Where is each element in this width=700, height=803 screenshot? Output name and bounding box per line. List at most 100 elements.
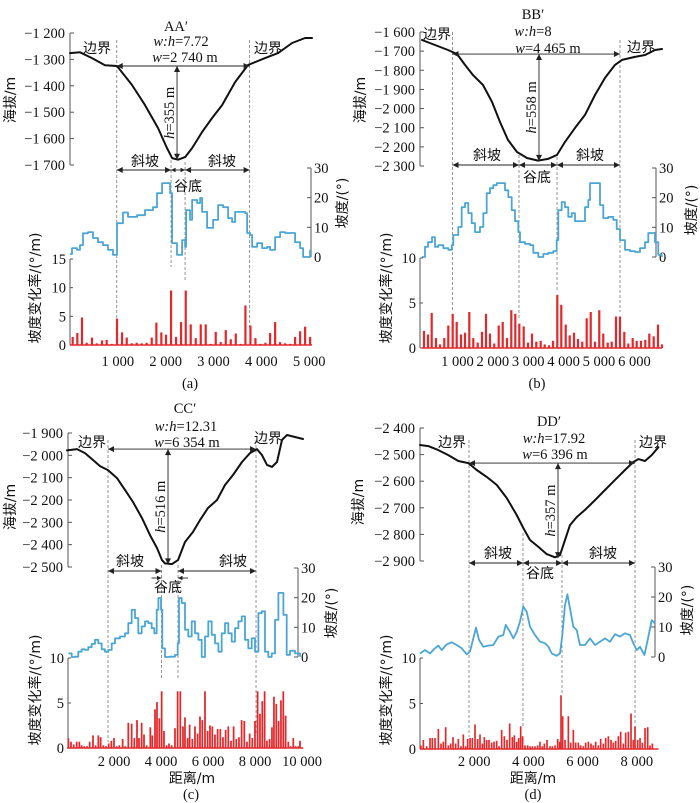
width-value: =4 465 m (525, 41, 581, 57)
distance-tick-label: 5 000 (293, 354, 326, 370)
width-value: =6 396 m (532, 447, 588, 463)
slope-change-bar (457, 738, 460, 749)
slope-change-bar (543, 344, 546, 348)
slope-axis: 0 10 20 30 坡度/(°) (651, 560, 696, 666)
slope-change-bar (585, 318, 588, 348)
elevation-tick-label: −2 300 (22, 515, 63, 531)
slope-tick-label: 20 (659, 191, 674, 207)
slope-change-bar (263, 691, 266, 748)
slope-change-bar (541, 746, 544, 749)
slope-change-bar (199, 716, 201, 748)
slope-change-bar (639, 738, 641, 749)
height-value: =355 m (162, 86, 178, 132)
slope-change-rate-axis: 0 5 10 坡度变化率/(°/m) (27, 635, 71, 757)
slope-change-bar (452, 737, 454, 749)
slope-change-bar (431, 738, 434, 749)
slope-change-bar (598, 310, 601, 348)
slope-change-bar (460, 746, 462, 749)
slope-change-bar (127, 722, 130, 748)
elevation-tick-label: −2 900 (374, 554, 415, 570)
slope-axis: 0 10 20 30 坡度/(°) (652, 161, 700, 266)
slope-change-bar (254, 721, 256, 748)
slope-change-bar (156, 702, 158, 748)
slope-change-bar (227, 726, 230, 748)
height-value: =516 m (153, 480, 169, 526)
right-boundary-label: 边界 (627, 40, 655, 56)
slope-change-bar (438, 344, 442, 348)
right-slope-label: 斜坡 (589, 546, 617, 562)
slope-change-bar (639, 340, 643, 348)
slope-change-bar (543, 743, 546, 749)
slope-change-bar (636, 739, 639, 749)
height-value: =357 m (543, 484, 559, 530)
slope-change-bar (294, 746, 297, 748)
slope-change-bar (94, 745, 97, 748)
profile-title: AA′ (164, 19, 188, 35)
slope-change-bar (426, 334, 430, 348)
slope-change-bar (279, 342, 282, 345)
slope-change-bar (289, 343, 292, 345)
slope-change-bar (547, 345, 551, 348)
width-variable: w (515, 41, 525, 57)
slope-change-bar (155, 322, 158, 345)
slope-change-bar (493, 343, 496, 348)
slope-change-bar (449, 743, 452, 749)
panel-d: −2 400 −2 500 −2 600 −2 700 −2 800 −2 900 海拔/m… (351, 414, 696, 803)
slope-change-bar (546, 739, 548, 749)
distance-axis: 2 000 4 000 6 000 8 000 10 000 距离/m (98, 754, 322, 787)
slope-change-bar (493, 741, 495, 749)
slope-change-bar (511, 737, 514, 749)
slope-change-bar (508, 723, 511, 749)
distance-tick-label: 10 000 (282, 754, 322, 770)
slope-change-bar (635, 340, 638, 348)
slope-change-bar (165, 745, 168, 748)
slope-change-bar (556, 738, 559, 749)
slope-change-bar (510, 310, 513, 348)
slope-change-bar (284, 343, 287, 345)
slope-change-bar (299, 331, 302, 345)
slope-change-bar (186, 738, 189, 748)
slope-change-bar (501, 321, 504, 348)
slope-change-bar (514, 313, 517, 348)
slope-change-bar (219, 729, 222, 748)
slope-line (68, 592, 301, 658)
ratio-variable: w:h (155, 419, 177, 435)
slope-change-bar (168, 743, 170, 748)
slope-change-bar (273, 696, 275, 748)
rate-tick-label: 5 (409, 296, 416, 312)
slope-change-bar (164, 334, 168, 345)
slope-change-bar (551, 340, 555, 348)
slope-change-bar (602, 743, 605, 749)
slope-change-bar (151, 735, 154, 748)
slope-change-bar (522, 326, 525, 348)
slope-change-bar (280, 700, 282, 748)
slope-change-bar (434, 738, 436, 749)
rate-tick-label: 5 (59, 309, 66, 325)
slope-change-bar (124, 746, 127, 748)
canyon-width-label: w=6 354 m (154, 435, 220, 451)
slope-change-bar (443, 338, 446, 348)
distance-tick-label: 1 000 (102, 354, 135, 370)
valley-floor-label: 谷底 (154, 580, 182, 596)
canyon-width-label: w=2 740 m (152, 50, 218, 66)
slope-change-bar (271, 727, 273, 748)
slope-change-bar (110, 343, 113, 345)
slope-change-bar (617, 736, 620, 749)
slope-change-bar (238, 737, 240, 748)
slope-change-bar (524, 745, 526, 749)
slope-change-bar (646, 727, 649, 749)
slope-axis-title: 坡度/(°) (335, 178, 351, 229)
valley-floor-label: 谷底 (526, 566, 554, 582)
slope-tick-label: 0 (659, 250, 666, 266)
slope-change-bar (90, 337, 94, 345)
elevation-axis-title: 海拔/m (3, 484, 19, 530)
slope-change-bar (222, 737, 224, 748)
slope-change-bar (623, 331, 626, 348)
zone-guides (116, 40, 251, 327)
slope-change-bar (455, 321, 458, 348)
panel-c: −1 900 −2 000 −2 100 −2 200 −2 300 −2 400 −2 5… (3, 401, 340, 803)
left-boundary-label: 边界 (423, 27, 451, 43)
slope-change-bar (125, 337, 128, 345)
slope-change-bar (287, 741, 290, 748)
slope-change-bar (274, 322, 277, 345)
